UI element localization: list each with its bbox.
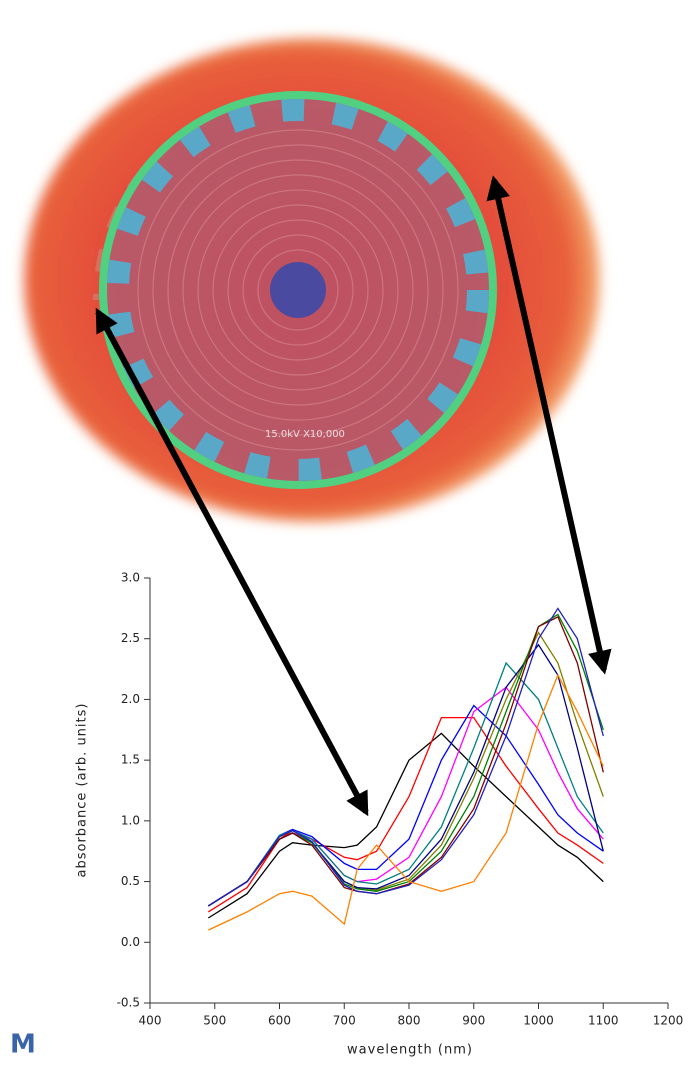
y-tick-label: 2.0 <box>121 692 140 706</box>
line-series <box>207 716 604 913</box>
x-tick-label: 500 <box>203 1014 226 1028</box>
arrow <box>486 175 612 675</box>
x-tick-label: 1200 <box>653 1014 684 1028</box>
line-series <box>207 661 604 907</box>
x-axis-title: wavelength (nm) <box>347 1043 473 1058</box>
y-tick-label: 3.0 <box>121 571 140 585</box>
line-series <box>207 616 604 907</box>
x-tick-label: 1000 <box>523 1014 554 1028</box>
arrow <box>95 307 369 817</box>
y-tick-label: 1.5 <box>121 753 140 767</box>
line-series <box>207 732 604 919</box>
line-series <box>208 673 604 931</box>
y-tick-label: 0.5 <box>121 874 140 888</box>
x-tick-label: 900 <box>462 1014 485 1028</box>
y-tick-label: 1.0 <box>121 813 140 827</box>
x-tick-label: 600 <box>268 1014 291 1028</box>
x-tick-label: 400 <box>139 1014 162 1028</box>
logo: M <box>10 1030 36 1060</box>
line-series <box>207 704 604 907</box>
x-tick-label: 800 <box>398 1014 421 1028</box>
y-axis-title: absorbance (arb. units) <box>75 703 90 878</box>
x-tick-label: 700 <box>333 1014 356 1028</box>
sem-caption: 15.0kV X10,000 <box>265 429 345 440</box>
y-tick-label: 0.0 <box>121 935 140 949</box>
line-series <box>207 613 604 907</box>
x-tick-label: 1100 <box>588 1014 619 1028</box>
line-series <box>207 686 604 907</box>
line-series <box>207 631 604 907</box>
y-tick-label: -0.5 <box>117 996 140 1010</box>
center-dot <box>270 262 326 318</box>
blue-squares <box>107 99 489 481</box>
y-tick-label: 2.5 <box>121 631 140 645</box>
